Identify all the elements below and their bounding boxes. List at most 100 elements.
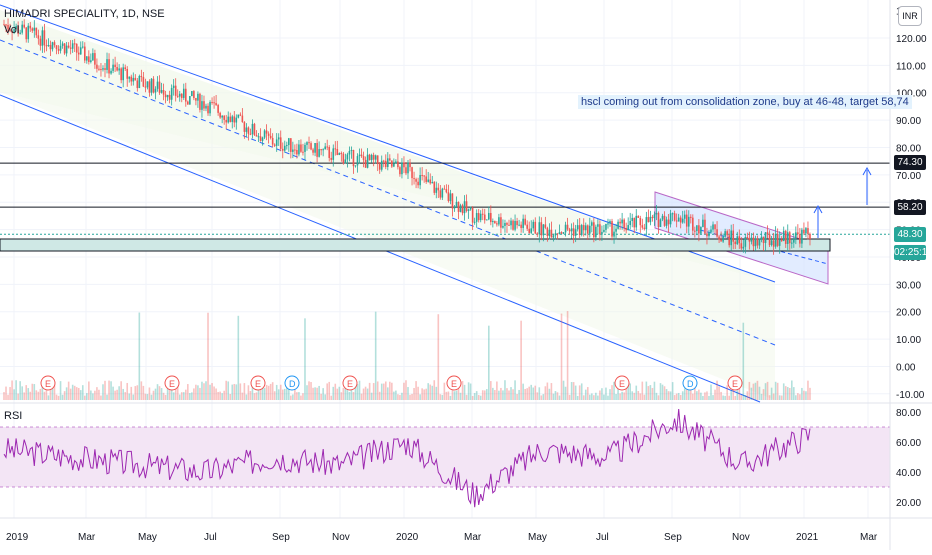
candle-body	[360, 154, 363, 157]
chart-annotation[interactable]: hscl coming out from consolidation zone,…	[578, 95, 912, 109]
candle-body	[150, 78, 153, 93]
volume-bar	[566, 311, 569, 400]
volume-bar	[403, 382, 405, 400]
candle-body	[368, 154, 371, 161]
volume-bar	[459, 392, 462, 400]
candle-body	[542, 224, 545, 236]
candle-body	[752, 237, 755, 247]
candle-body	[712, 224, 714, 230]
volume-bar	[332, 386, 335, 400]
volume-bar	[239, 383, 242, 400]
volume-bar	[542, 394, 545, 400]
candle-body	[219, 112, 221, 118]
candle-body	[423, 175, 425, 177]
candle-body	[788, 232, 791, 244]
price-tick: 90.00	[896, 116, 921, 127]
volume-bar	[374, 311, 377, 400]
candle-body	[471, 207, 474, 223]
volume-bar	[116, 389, 118, 400]
volume-bar	[728, 395, 730, 400]
volume-bar	[110, 381, 112, 400]
candle-body	[615, 228, 617, 232]
volume-bar	[25, 385, 28, 400]
candle-body	[73, 43, 76, 45]
volume-bar	[241, 392, 244, 400]
candle-body	[675, 220, 678, 222]
volume-bar	[481, 390, 484, 400]
candle-body	[29, 25, 32, 29]
volume-bar	[126, 382, 129, 400]
volume-bar	[696, 391, 698, 400]
rsi-tick: 60.00	[896, 438, 921, 449]
volume-bar	[496, 381, 498, 400]
volume-bar	[249, 391, 252, 400]
candle-body	[538, 222, 541, 235]
time-tick: 2021	[796, 532, 819, 543]
volume-bar	[23, 392, 25, 400]
volume-bar	[477, 394, 480, 400]
volume-bar	[801, 387, 803, 400]
candle-body	[269, 135, 272, 138]
candle-body	[90, 60, 92, 62]
candle-body	[336, 149, 339, 156]
volume-bar	[637, 390, 640, 400]
volume-bar	[170, 383, 173, 400]
volume-bar	[298, 392, 300, 400]
candle-body	[389, 158, 391, 161]
volume-bar	[156, 384, 159, 400]
candle-body	[350, 149, 353, 151]
volume-bar	[207, 312, 209, 400]
volume-bar	[269, 383, 272, 400]
candle-body	[401, 162, 403, 175]
candle-body	[110, 70, 112, 74]
candle-body	[88, 56, 90, 62]
candle-body	[370, 154, 373, 161]
volume-bar	[201, 381, 203, 400]
candle-body	[623, 219, 625, 228]
candle-body	[239, 114, 242, 116]
volume-bar	[261, 385, 264, 400]
volume-bar	[455, 390, 458, 400]
candle-body	[584, 225, 587, 231]
candle-body	[633, 217, 636, 228]
volume-bar	[178, 394, 181, 400]
price-tag: 74.30	[894, 155, 926, 170]
volume-bar	[760, 393, 763, 400]
volume-bar	[281, 389, 284, 400]
candle-body	[326, 146, 328, 148]
volume-bar	[421, 388, 423, 400]
volume-bar	[679, 394, 682, 400]
volume-bar	[427, 383, 429, 400]
time-tick: Sep	[272, 532, 290, 543]
candle-body	[544, 224, 547, 228]
candle-body	[463, 201, 466, 214]
candle-body	[502, 225, 504, 228]
volume-bar	[225, 380, 227, 400]
candle-body	[189, 96, 191, 105]
candle-body	[271, 137, 274, 145]
volume-bar	[146, 394, 149, 400]
candle-body	[243, 122, 246, 132]
candle-body	[310, 143, 312, 150]
volume-bar	[784, 386, 787, 400]
candle-body	[182, 88, 185, 98]
candle-body	[261, 137, 264, 141]
candle-body	[144, 86, 147, 88]
volume-bar	[409, 394, 411, 400]
candle-body	[417, 181, 419, 186]
price-tag: 58.20	[894, 200, 926, 215]
volume-bar	[473, 392, 476, 400]
volume-bar	[685, 389, 688, 400]
candle-body	[574, 229, 577, 236]
candle-body	[39, 38, 42, 46]
candle-body	[366, 154, 369, 168]
volume-bar	[304, 318, 306, 400]
candle-body	[441, 188, 444, 198]
currency-button[interactable]: INR	[898, 6, 922, 26]
arrow-2-head	[862, 166, 872, 176]
candle-body	[809, 234, 811, 239]
volume-bar	[67, 381, 70, 400]
volume-bar	[142, 385, 145, 400]
